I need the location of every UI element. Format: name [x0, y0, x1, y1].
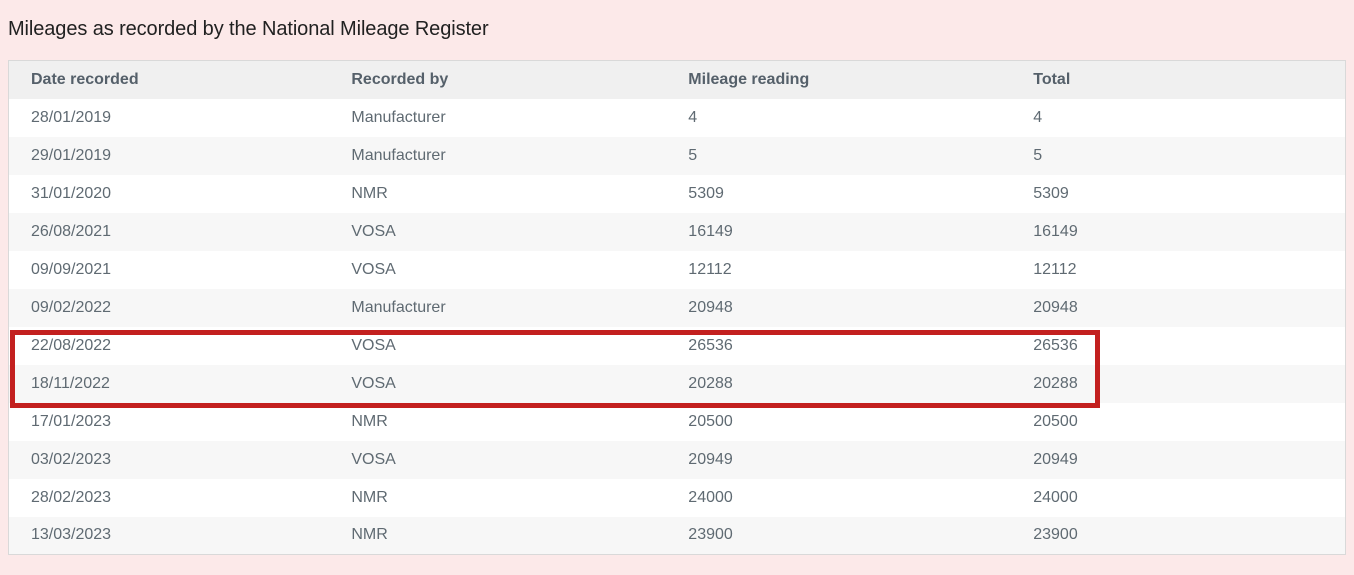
cell-mileage-reading: 20500 — [666, 402, 1012, 441]
cell-total: 4 — [1011, 98, 1346, 137]
cell-date: 28/02/2023 — [8, 478, 330, 517]
cell-date: 31/01/2020 — [8, 174, 330, 213]
cell-recorded-by: NMR — [329, 516, 667, 555]
cell-date: 26/08/2021 — [8, 212, 330, 251]
table-row: 09/09/2021 VOSA 12112 12112 — [8, 250, 1346, 289]
cell-mileage-reading: 4 — [666, 98, 1012, 137]
cell-date: 29/01/2019 — [8, 136, 330, 175]
cell-date: 03/02/2023 — [8, 440, 330, 479]
cell-recorded-by: VOSA — [329, 326, 667, 365]
cell-date: 09/02/2022 — [8, 288, 330, 327]
cell-total: 24000 — [1011, 478, 1346, 517]
cell-recorded-by: Manufacturer — [329, 136, 667, 175]
cell-recorded-by: NMR — [329, 478, 667, 517]
cell-date: 22/08/2022 — [8, 326, 330, 365]
cell-mileage-reading: 16149 — [666, 212, 1012, 251]
cell-total: 12112 — [1011, 250, 1346, 289]
cell-date: 28/01/2019 — [8, 98, 330, 137]
column-header-date-recorded: Date recorded — [8, 60, 330, 99]
column-header-recorded-by: Recorded by — [329, 60, 667, 99]
mileage-table: Date recorded Recorded by Mileage readin… — [8, 60, 1346, 555]
table-row: 29/01/2019 Manufacturer 5 5 — [8, 136, 1346, 175]
table-row: 09/02/2022 Manufacturer 20948 20948 — [8, 288, 1346, 327]
cell-mileage-reading: 20949 — [666, 440, 1012, 479]
table-row: 17/01/2023 NMR 20500 20500 — [8, 402, 1346, 441]
table-row: 28/01/2019 Manufacturer 4 4 — [8, 98, 1346, 137]
cell-total: 26536 — [1011, 326, 1346, 365]
cell-recorded-by: NMR — [329, 174, 667, 213]
cell-total: 23900 — [1011, 516, 1346, 555]
cell-recorded-by: VOSA — [329, 250, 667, 289]
table-row: 13/03/2023 NMR 23900 23900 — [8, 516, 1346, 555]
cell-date: 13/03/2023 — [8, 516, 330, 555]
cell-recorded-by: VOSA — [329, 364, 667, 403]
cell-total: 20949 — [1011, 440, 1346, 479]
table-row: 03/02/2023 VOSA 20949 20949 — [8, 440, 1346, 479]
cell-mileage-reading: 24000 — [666, 478, 1012, 517]
cell-recorded-by: VOSA — [329, 440, 667, 479]
cell-mileage-reading: 20948 — [666, 288, 1012, 327]
cell-mileage-reading: 5 — [666, 136, 1012, 175]
table-row: 28/02/2023 NMR 24000 24000 — [8, 478, 1346, 517]
column-header-mileage-reading: Mileage reading — [666, 60, 1012, 99]
cell-mileage-reading: 5309 — [666, 174, 1012, 213]
column-header-total: Total — [1011, 60, 1346, 99]
cell-recorded-by: Manufacturer — [329, 288, 667, 327]
table-row-highlighted: 18/11/2022 VOSA 20288 20288 — [8, 364, 1346, 403]
cell-mileage-reading: 12112 — [666, 250, 1012, 289]
cell-date: 18/11/2022 — [8, 364, 330, 403]
cell-recorded-by: Manufacturer — [329, 98, 667, 137]
page-title: Mileages as recorded by the National Mil… — [8, 18, 489, 41]
cell-total: 5309 — [1011, 174, 1346, 213]
cell-date: 17/01/2023 — [8, 402, 330, 441]
cell-mileage-reading: 26536 — [666, 326, 1012, 365]
cell-total: 20500 — [1011, 402, 1346, 441]
cell-total: 16149 — [1011, 212, 1346, 251]
table-row: 26/08/2021 VOSA 16149 16149 — [8, 212, 1346, 251]
cell-total: 5 — [1011, 136, 1346, 175]
table-row-highlighted: 22/08/2022 VOSA 26536 26536 — [8, 326, 1346, 365]
cell-total: 20948 — [1011, 288, 1346, 327]
cell-recorded-by: NMR — [329, 402, 667, 441]
cell-mileage-reading: 23900 — [666, 516, 1012, 555]
cell-total: 20288 — [1011, 364, 1346, 403]
cell-date: 09/09/2021 — [8, 250, 330, 289]
table-row: 31/01/2020 NMR 5309 5309 — [8, 174, 1346, 213]
cell-mileage-reading: 20288 — [666, 364, 1012, 403]
cell-recorded-by: VOSA — [329, 212, 667, 251]
table-header-row: Date recorded Recorded by Mileage readin… — [8, 60, 1346, 99]
